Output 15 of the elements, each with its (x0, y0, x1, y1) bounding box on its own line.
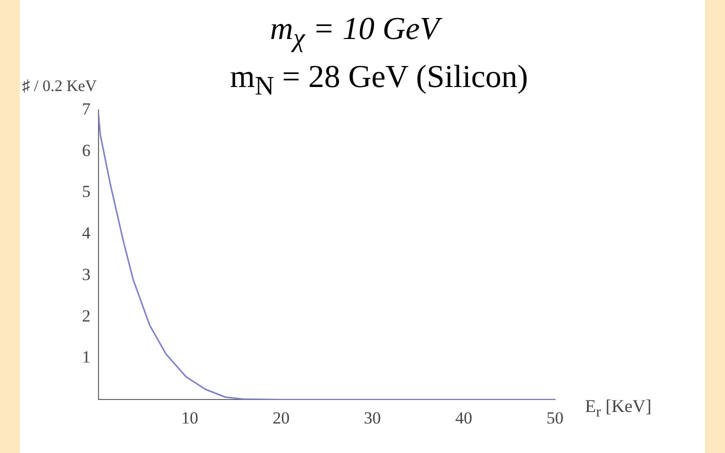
y-tick-label: 5 (82, 182, 90, 202)
x-axis-title: E$_{r}$ [KeV] (585, 396, 652, 422)
y-tick-label: 2 (82, 306, 90, 326)
x-tick-label: 40 (455, 408, 472, 428)
y-tick-label: 6 (82, 140, 90, 160)
y-tick-label: 1 (82, 348, 90, 367)
y-axis-title: ♯ / 0.2 KeV (22, 78, 97, 96)
chart-subtitle: m$_{N}$ = 28 GeV (Silicon) (230, 58, 528, 102)
y-tick-label: 7 (82, 99, 91, 118)
x-tick-label: 50 (546, 408, 564, 428)
x-tick-label: 20 (272, 408, 290, 428)
x-tick-label: 30 (364, 408, 381, 428)
x-tick-label: 10 (181, 408, 198, 428)
y-tick-label: 4 (82, 224, 91, 243)
y-tick-label: 3 (82, 264, 90, 284)
